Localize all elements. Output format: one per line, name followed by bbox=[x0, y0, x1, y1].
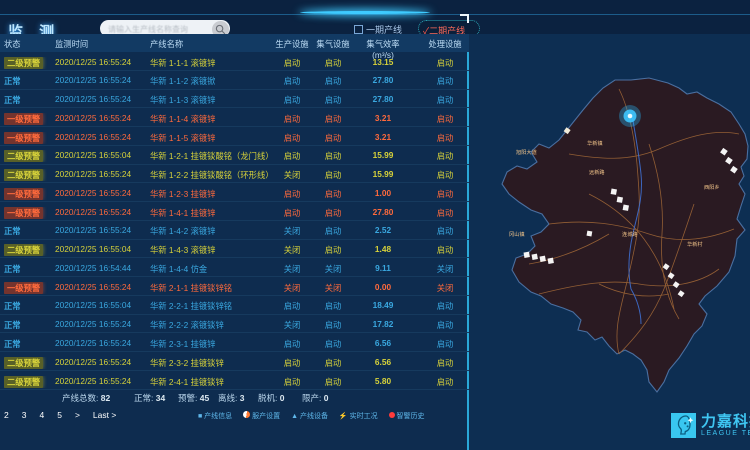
svg-text:华新村: 华新村 bbox=[687, 240, 703, 248]
svg-text:西阳乡: 西阳乡 bbox=[704, 183, 720, 191]
svg-text:远新路: 远新路 bbox=[589, 168, 605, 176]
svg-text:连城路: 连城路 bbox=[622, 230, 638, 238]
svg-text:冈山镇: 冈山镇 bbox=[509, 230, 525, 238]
svg-text:旭阳大道: 旭阳大道 bbox=[516, 148, 537, 156]
svg-text:华新镇: 华新镇 bbox=[587, 139, 603, 147]
